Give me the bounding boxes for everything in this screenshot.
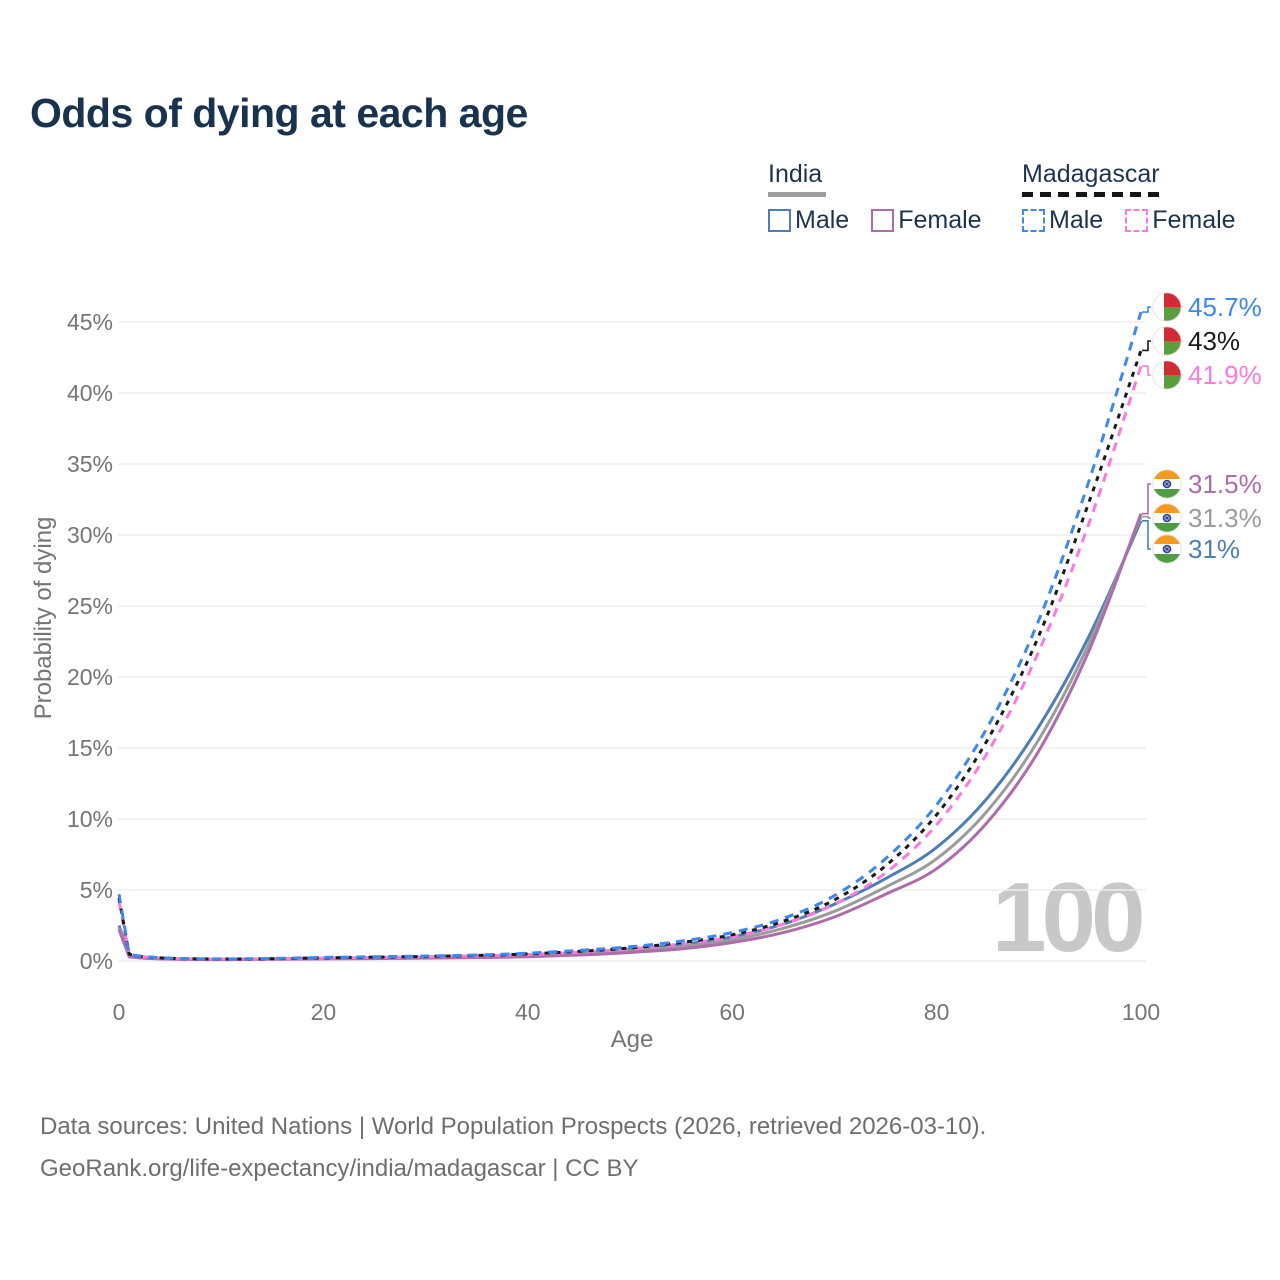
legend-item-label: Male — [1049, 206, 1104, 234]
legend-item-india-female[interactable]: Female — [871, 206, 982, 235]
footer: Data sources: United Nations | World Pop… — [40, 1106, 986, 1190]
end-label-connector-madagascar-all — [1142, 340, 1151, 352]
india-flag-icon — [1152, 534, 1182, 564]
madagascar-flag-icon — [1152, 292, 1182, 322]
footer-data-sources: Data sources: United Nations | World Pop… — [40, 1113, 987, 1140]
series-line-india-female[interactable] — [117, 513, 1143, 962]
series-line-madagascar-female[interactable] — [117, 365, 1143, 961]
india-flag-icon — [1152, 503, 1182, 533]
end-label-value: 31.5% — [1188, 468, 1262, 499]
end-label-value: 31.3% — [1188, 502, 1262, 533]
y-tick-label: 40% — [67, 380, 113, 406]
age-watermark: 100 — [992, 862, 1145, 972]
india-male-swatch-icon — [768, 209, 791, 232]
legend-group-madagascar: Madagascar Male Female — [1022, 160, 1236, 235]
series-line-madagascar-all[interactable] — [117, 349, 1143, 961]
legend-item-label: Male — [795, 206, 850, 234]
x-tick-label: 20 — [311, 999, 337, 1025]
y-tick-label: 25% — [67, 593, 113, 619]
x-tick-label: 0 — [113, 999, 126, 1025]
end-label-connector-india-male — [1142, 520, 1151, 550]
series-line-india-all[interactable] — [117, 515, 1143, 961]
end-label-value: 43% — [1188, 325, 1241, 356]
legend-item-label: Female — [1152, 206, 1236, 234]
india-flag-icon — [1152, 534, 1182, 564]
madagascar-flag-icon — [1152, 360, 1182, 390]
end-label-value: 45.7% — [1188, 291, 1262, 322]
india-flag-icon — [1152, 469, 1182, 499]
end-label-madagascar-male: 45.7% — [1152, 291, 1262, 323]
legend-item-india-male[interactable]: Male — [768, 206, 849, 235]
legend-item-madagascar-female[interactable]: Female — [1125, 206, 1236, 235]
end-label-india-male: 31% — [1152, 533, 1240, 565]
legend-country-india: India — [768, 160, 823, 188]
x-tick-label: 100 — [1122, 999, 1160, 1025]
y-tick-label: 0% — [80, 948, 113, 974]
end-label-value: 41.9% — [1188, 359, 1262, 390]
end-label-connector-india-all — [1142, 515, 1151, 519]
madagascar-flag-icon — [1152, 292, 1182, 322]
y-axis-title: Probability of dying — [30, 516, 57, 720]
y-tick-label: 5% — [80, 877, 113, 903]
y-tick-label: 15% — [67, 735, 113, 761]
x-axis-title: Age — [610, 1026, 654, 1053]
y-tick-label: 30% — [67, 522, 113, 548]
y-tick-label: 20% — [67, 664, 113, 690]
madagascar-flag-icon — [1152, 326, 1182, 356]
legend-country-madagascar: Madagascar — [1022, 160, 1160, 188]
y-tick-label: 10% — [67, 806, 113, 832]
india-flag-icon — [1152, 469, 1182, 499]
line-chart-canvas[interactable]: 0% 5% 10% 15% 20% 25% 30% 35% 40% 45% 0 20 40 60 80 100 — [0, 0, 1280, 1080]
end-label-connector-madagascar-female — [1142, 365, 1151, 376]
y-tick-label: 45% — [67, 309, 113, 335]
end-label-connector-madagascar-male — [1142, 306, 1151, 313]
legend-item-madagascar-male[interactable]: Male — [1022, 206, 1103, 235]
y-tick-label: 35% — [67, 451, 113, 477]
x-tick-label: 40 — [515, 999, 541, 1025]
x-tick-label: 80 — [924, 999, 950, 1025]
x-tick-label: 60 — [719, 999, 745, 1025]
end-label-value: 31% — [1188, 533, 1241, 564]
legend-underline-india — [768, 192, 826, 197]
india-flag-icon — [1152, 503, 1182, 533]
madagascar-flag-icon — [1152, 326, 1182, 356]
page-title: Odds of dying at each age — [30, 90, 528, 136]
footer-url: GeoRank.org/life-expectancy/india/madaga… — [40, 1155, 639, 1182]
series-line-madagascar-male[interactable] — [117, 311, 1143, 961]
india-female-swatch-icon — [871, 209, 895, 232]
madagascar-female-swatch-icon — [1125, 209, 1149, 232]
end-label-madagascar-female: 41.9% — [1152, 359, 1262, 391]
end-label-madagascar-all: 43% — [1152, 325, 1240, 357]
legend-underline-madagascar — [1022, 192, 1162, 197]
end-label-connector-india-female — [1142, 483, 1151, 515]
legend-group-india: India Male Female — [768, 160, 982, 235]
end-label-india-all: 31.3% — [1152, 502, 1262, 534]
end-label-india-female: 31.5% — [1152, 468, 1262, 500]
madagascar-male-swatch-icon — [1022, 209, 1045, 232]
madagascar-flag-icon — [1152, 360, 1182, 390]
legend-item-label: Female — [898, 206, 982, 234]
